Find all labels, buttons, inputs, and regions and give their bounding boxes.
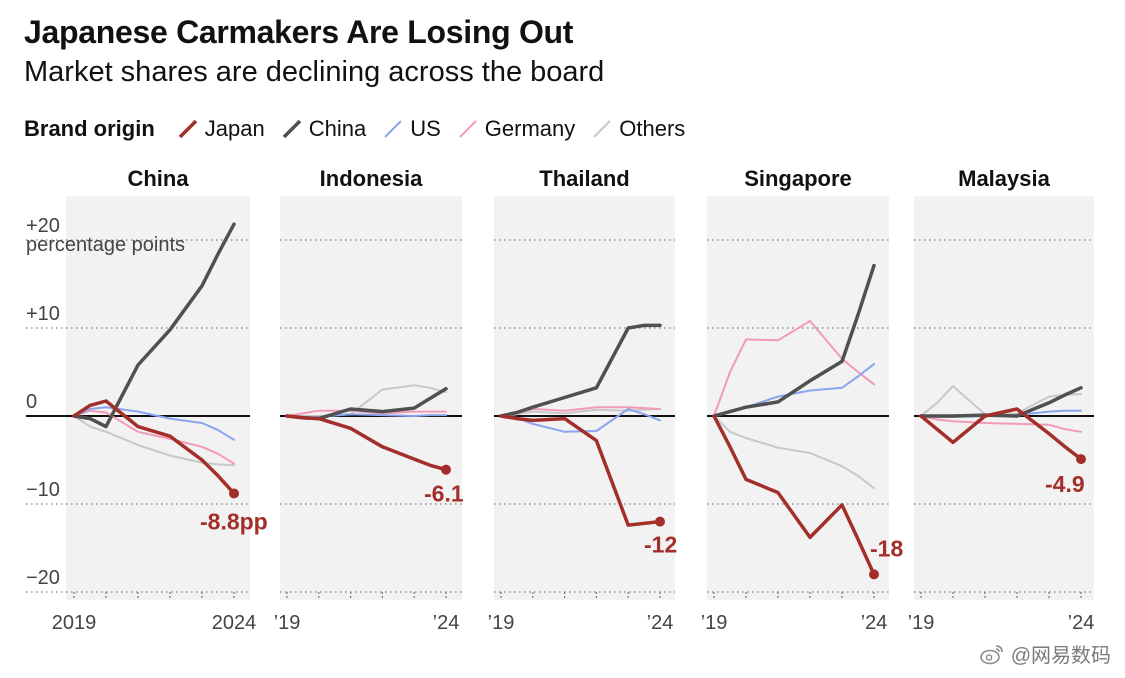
japan-end-point [1076, 454, 1086, 465]
panel-background [914, 196, 1094, 600]
y-tick-label: −10 [26, 479, 60, 501]
series-line-germany [920, 415, 1082, 433]
series-line-others [73, 415, 235, 467]
y-tick-label: −20 [26, 567, 60, 589]
legend-label: US [410, 116, 441, 141]
legend-line-icon [593, 120, 611, 138]
watermark: @网易数码 [979, 639, 1111, 668]
japan-end-point [869, 569, 879, 580]
panel-background [707, 196, 889, 600]
weibo-logo-icon [979, 644, 1003, 664]
y-unit-label: percentage points [26, 234, 185, 256]
series-line-japan [499, 414, 662, 527]
panel-title: China [127, 166, 189, 191]
legend-label: Japan [204, 116, 265, 141]
japan-end-point [441, 464, 451, 475]
series-line-china [72, 222, 236, 429]
y-tick-label: +20 [26, 215, 60, 237]
series-line-germany [73, 409, 235, 465]
legend-label: Others [619, 116, 686, 141]
panel-background [494, 196, 675, 600]
legend-line-icon [282, 119, 301, 139]
japan-end-label: -18 [870, 535, 903, 561]
legend-label: Germany [484, 116, 576, 141]
series-line-china [712, 263, 876, 418]
panel-title: Thailand [539, 166, 629, 191]
legend-item-others: Others [591, 116, 685, 142]
legend-item-china: China [281, 116, 366, 142]
legend-title: Brand origin [24, 116, 155, 141]
series-line-others [500, 408, 661, 417]
panel-title: Singapore [744, 166, 852, 191]
y-tick-label: +10 [26, 303, 60, 325]
chart-title: Japanese Carmakers Are Losing Out [24, 14, 574, 50]
y-tick-label: 0 [26, 391, 37, 413]
legend: Brand origin Japan China US Germany Othe… [24, 116, 701, 142]
series-line-japan [285, 414, 448, 472]
panel-background [66, 196, 250, 600]
japan-end-point [655, 516, 665, 527]
x-tick-label: 2024 [212, 612, 257, 634]
legend-line-icon [178, 119, 198, 139]
x-tick-label: ’24 [1068, 612, 1095, 634]
x-tick-label: ’24 [647, 612, 674, 634]
x-tick-label: ’19 [908, 612, 935, 634]
series-line-us [73, 406, 235, 441]
x-tick-label: ’19 [274, 612, 301, 634]
chart-subtitle: Market shares are declining across the b… [24, 56, 605, 88]
series-line-germany [713, 320, 875, 417]
panel-title: Malaysia [958, 166, 1050, 191]
legend-item-japan: Japan [177, 116, 265, 142]
series-line-japan [72, 399, 236, 496]
legend-line-icon [384, 120, 402, 138]
x-tick-label: ’19 [701, 612, 728, 634]
series-line-china [919, 386, 1083, 418]
watermark-text: @网易数码 [1010, 645, 1111, 667]
x-tick-label: ’24 [861, 612, 888, 634]
x-tick-label: ’24 [433, 612, 460, 634]
legend-item-germany: Germany [457, 116, 575, 142]
japan-end-label: -4.9 [1045, 471, 1085, 497]
x-tick-label: 2019 [52, 612, 97, 634]
japan-end-label: -8.8pp [200, 508, 268, 534]
legend-item-us: US [382, 116, 441, 142]
japan-end-point [229, 488, 239, 499]
legend-line-icon [459, 120, 477, 138]
series-line-others [713, 415, 875, 490]
x-tick-label: ’19 [488, 612, 515, 634]
series-line-japan [712, 414, 876, 577]
panel-title: Indonesia [320, 166, 423, 191]
japan-end-label: -12 [644, 532, 677, 558]
series-line-japan [919, 407, 1083, 461]
series-line-china [499, 323, 662, 418]
japan-end-label: -6.1 [424, 481, 464, 507]
legend-label: China [308, 116, 367, 141]
